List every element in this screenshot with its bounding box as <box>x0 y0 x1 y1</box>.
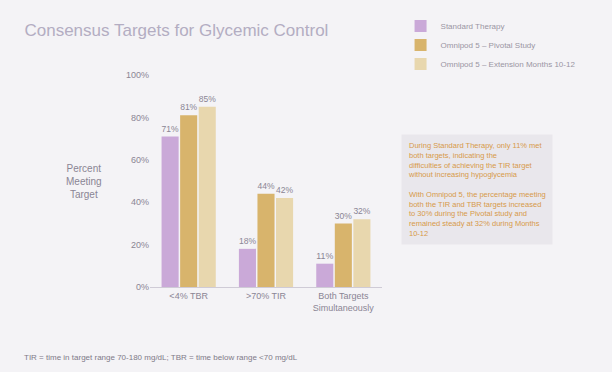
svg-text:18%: 18% <box>239 236 256 246</box>
svg-text:Standard Therapy: Standard Therapy <box>441 22 505 31</box>
svg-text:TIR = time in target range 70-: TIR = time in target range 70-180 mg/dL;… <box>24 353 298 362</box>
svg-text:>70% TIR: >70% TIR <box>246 291 287 301</box>
svg-text:30%: 30% <box>335 211 352 221</box>
svg-text:80%: 80% <box>131 113 149 123</box>
svg-text:<4% TBR: <4% TBR <box>169 291 208 301</box>
svg-text:71%: 71% <box>162 124 179 134</box>
svg-text:11%: 11% <box>316 251 333 261</box>
svg-text:44%: 44% <box>257 181 274 191</box>
svg-text:40%: 40% <box>131 197 149 207</box>
svg-text:Consensus Targets for Glycemic: Consensus Targets for Glycemic Control <box>24 21 328 40</box>
svg-text:During Standard Therapy, only: During Standard Therapy, only 11% metbot… <box>408 141 546 238</box>
svg-text:PercentMeetingTarget: PercentMeetingTarget <box>66 163 102 200</box>
svg-text:100%: 100% <box>126 70 149 80</box>
svg-text:85%: 85% <box>199 94 216 104</box>
svg-text:32%: 32% <box>353 206 370 216</box>
svg-text:60%: 60% <box>131 155 149 165</box>
svg-text:Omnipod 5 – Extension Months 1: Omnipod 5 – Extension Months 10-12 <box>441 60 576 69</box>
svg-text:Omnipod 5 – Pivotal Study: Omnipod 5 – Pivotal Study <box>441 41 536 50</box>
svg-text:Both TargetsSimultaneously: Both TargetsSimultaneously <box>313 291 375 313</box>
svg-text:20%: 20% <box>131 240 149 250</box>
svg-text:0%: 0% <box>136 282 149 292</box>
svg-text:42%: 42% <box>276 185 293 195</box>
svg-text:81%: 81% <box>180 102 197 112</box>
